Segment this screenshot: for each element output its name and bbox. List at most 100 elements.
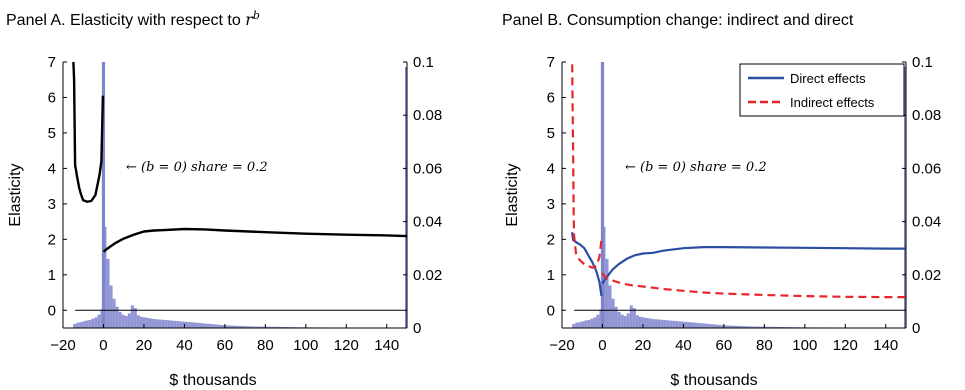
panel-a-histogram <box>73 62 407 328</box>
histogram-bar <box>723 325 727 328</box>
histogram-bar <box>170 320 174 328</box>
histogram-bar <box>687 322 691 328</box>
histogram-bar <box>82 321 86 328</box>
y-tick-label: 4 <box>48 160 56 177</box>
x-tick-label: 80 <box>257 337 274 354</box>
histogram-bar <box>732 325 737 328</box>
histogram-spike <box>600 62 605 328</box>
histogram-bar <box>136 315 140 328</box>
histogram-bar <box>657 319 661 328</box>
histogram-bar <box>617 312 621 328</box>
legend-label-direct: Direct effects <box>790 71 866 86</box>
histogram-bar <box>705 323 709 328</box>
histogram-bar <box>133 308 137 328</box>
y-tick-label: 7 <box>48 54 56 71</box>
histogram-bar <box>575 322 579 328</box>
histogram-bar <box>684 321 688 328</box>
histogram-bar <box>155 319 159 328</box>
histogram-bar <box>763 326 767 328</box>
panel-a-lines <box>72 62 407 311</box>
panel-a-annotation: ← (b = 0) share = 0.2 <box>126 160 268 175</box>
histogram-bar <box>593 317 597 328</box>
histogram-bar <box>88 320 92 328</box>
histogram-bar <box>149 318 153 328</box>
histogram-bar <box>745 326 749 328</box>
histogram-bar <box>587 320 591 328</box>
histogram-edge-bar <box>904 67 906 328</box>
series-line <box>102 227 407 253</box>
histogram-bar <box>702 323 706 328</box>
panel-a: Panel A. Elasticity with respect to rb 0… <box>6 9 442 389</box>
histogram-bar <box>714 324 718 328</box>
histogram-bar <box>176 321 180 328</box>
x-tick-label: 60 <box>716 337 733 354</box>
histogram-bar <box>106 258 110 328</box>
x-tick-label: 120 <box>833 337 858 354</box>
x-tick-label: 120 <box>334 337 359 354</box>
histogram-bar <box>139 316 143 328</box>
y-tick-label: 1 <box>547 267 555 284</box>
histogram-bar <box>188 322 192 328</box>
panel-b-annotation: ← (b = 0) share = 0.2 <box>625 160 767 175</box>
histogram-bar <box>109 285 113 328</box>
histogram-bar <box>596 314 600 328</box>
histogram-bar <box>678 321 682 328</box>
histogram-bar <box>85 320 89 328</box>
series-line <box>72 62 105 203</box>
histogram-bar <box>191 322 195 328</box>
y2-tick-label: 0.06 <box>912 160 941 177</box>
histogram-bar <box>145 317 149 328</box>
x-tick-label: 100 <box>792 337 817 354</box>
histogram-bar <box>221 325 225 328</box>
x-tick-label: 140 <box>873 337 898 354</box>
y2-tick-label: 0 <box>912 320 920 337</box>
histogram-bar <box>614 306 618 328</box>
histogram-bar <box>681 321 685 328</box>
y2-tick-label: 0.08 <box>413 107 442 124</box>
histogram-bar <box>209 324 213 328</box>
x-tick-label: 0 <box>598 337 606 354</box>
histogram-bar <box>270 326 274 328</box>
histogram-bar <box>264 326 268 328</box>
histogram-bar <box>233 325 238 328</box>
histogram-edge-bar <box>405 67 407 328</box>
panel-b-xlabel: $ thousands <box>670 372 757 389</box>
panel-a-title-sup: b <box>253 9 260 22</box>
histogram-bar <box>675 321 679 328</box>
y-tick-label: 3 <box>48 196 56 213</box>
panel-b-lines <box>571 62 906 311</box>
histogram-bar <box>693 322 697 328</box>
histogram-bar <box>279 326 283 328</box>
y-tick-label: 1 <box>48 267 56 284</box>
y2-tick-label: 0.1 <box>413 54 434 71</box>
histogram-bar <box>581 321 585 328</box>
y-tick-label: 4 <box>547 160 555 177</box>
histogram-bar <box>660 319 664 328</box>
histogram-bar <box>775 326 779 328</box>
y-tick-label: 2 <box>547 231 555 248</box>
histogram-bar <box>611 298 615 328</box>
x-tick-label: 20 <box>136 337 153 354</box>
histogram-bar <box>197 322 201 328</box>
histogram-bar <box>158 319 162 328</box>
histogram-bar <box>572 324 576 328</box>
panel-a-axes: 0 1 2 3 4 5 6 7 0 0.02 0.04 0.06 0.08 0.1 −20 0 20 40 60 80… <box>48 54 443 354</box>
histogram-bar <box>194 322 198 328</box>
panel-a-ylabel: Elasticity <box>7 163 24 226</box>
histogram-bar <box>635 315 639 328</box>
histogram-bar <box>255 326 259 328</box>
histogram-bar <box>273 326 277 328</box>
y-tick-label: 7 <box>547 54 555 71</box>
histogram-bar <box>218 324 222 328</box>
series-line <box>571 232 603 297</box>
histogram-bar <box>769 326 773 328</box>
histogram-bar <box>669 320 673 328</box>
panel-a-xlabel: $ thousands <box>169 372 256 389</box>
histogram-bar <box>781 326 785 328</box>
legend-box <box>739 63 905 117</box>
histogram-bar <box>654 319 658 328</box>
histogram-bar <box>112 298 116 328</box>
histogram-bar <box>240 326 244 328</box>
histogram-bar <box>97 314 101 328</box>
y-tick-label: 2 <box>48 231 56 248</box>
